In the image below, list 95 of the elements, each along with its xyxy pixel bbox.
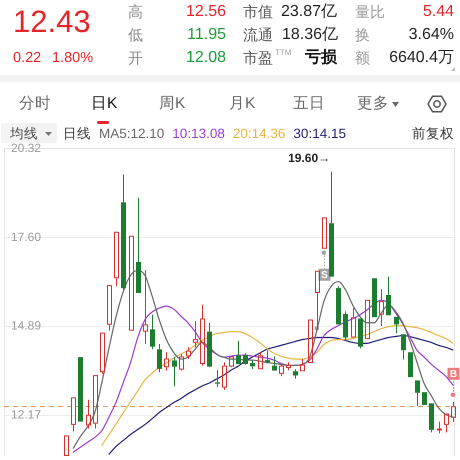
data-label: S bbox=[321, 270, 328, 281]
point bbox=[322, 250, 326, 255]
text: 5.44 bbox=[422, 3, 454, 20]
text: 均线 bbox=[10, 126, 38, 142]
text: 日线 bbox=[63, 126, 91, 142]
text: 高 bbox=[128, 4, 143, 20]
candlestick bbox=[343, 310, 348, 341]
text: 10:13.08 bbox=[172, 126, 225, 142]
candlestick bbox=[172, 356, 177, 387]
candlestick bbox=[143, 270, 148, 345]
text: MA5:12.10 bbox=[99, 126, 164, 142]
candlestick bbox=[401, 334, 406, 360]
candlestick bbox=[121, 174, 126, 291]
candlestick bbox=[386, 276, 391, 316]
candlestick bbox=[437, 421, 442, 434]
candlestick bbox=[372, 278, 377, 318]
text: 换 bbox=[355, 26, 370, 44]
text: 3.64% bbox=[408, 26, 454, 43]
candlestick bbox=[179, 354, 184, 372]
candlestick bbox=[222, 362, 227, 390]
text: 亏损 bbox=[305, 49, 337, 66]
candlestick bbox=[193, 320, 198, 348]
text: 1.80% bbox=[52, 50, 94, 66]
candlestick bbox=[250, 360, 255, 370]
candlestick bbox=[444, 413, 449, 433]
candlestick bbox=[243, 352, 248, 364]
candlestick bbox=[136, 197, 141, 293]
text: 开 bbox=[128, 50, 143, 66]
candlestick bbox=[351, 308, 356, 338]
candlestick bbox=[451, 401, 456, 422]
candlestick bbox=[265, 350, 270, 364]
text: 12.08 bbox=[186, 49, 226, 66]
data-label: B bbox=[450, 369, 458, 380]
candlestick bbox=[365, 300, 370, 340]
text: 市盈$^{TTM}$ bbox=[243, 48, 292, 66]
candlestick bbox=[308, 320, 313, 364]
text: 额 bbox=[355, 50, 370, 66]
candlestick bbox=[422, 392, 427, 405]
text: 6640.4万 bbox=[389, 49, 454, 66]
candlestick bbox=[279, 362, 284, 377]
text: 量比 bbox=[355, 4, 385, 20]
text: 更多 bbox=[357, 95, 389, 112]
text: 12.43 bbox=[13, 4, 91, 38]
candlestick bbox=[107, 285, 112, 332]
text: 分时 bbox=[19, 95, 51, 112]
candlestick bbox=[93, 375, 98, 430]
text: 0.22 bbox=[13, 50, 42, 66]
candlestick bbox=[358, 318, 363, 349]
candlestick bbox=[100, 332, 105, 375]
candlestick bbox=[164, 352, 169, 372]
candlestick bbox=[329, 171, 334, 277]
candlestick bbox=[379, 288, 384, 327]
candlestick bbox=[78, 357, 83, 422]
text: 五日 bbox=[293, 95, 325, 112]
candlestick bbox=[429, 403, 434, 433]
candlestick bbox=[186, 346, 191, 360]
text: 周K bbox=[159, 95, 186, 112]
text: 12.56 bbox=[186, 3, 226, 20]
candlestick bbox=[86, 399, 91, 430]
candlestick bbox=[129, 236, 134, 331]
text: 23.87亿 bbox=[281, 3, 338, 20]
candlestick bbox=[200, 304, 205, 366]
candlestick bbox=[394, 316, 399, 334]
text: 低 bbox=[128, 26, 143, 44]
y-tick-label: 14.89 bbox=[11, 318, 42, 333]
candlestick bbox=[114, 232, 119, 287]
candlestick bbox=[408, 352, 413, 378]
y-tick-label: 20.32 bbox=[11, 140, 42, 155]
text: 19.60→ bbox=[288, 150, 330, 165]
candlestick bbox=[293, 368, 298, 380]
text: 20:14.36 bbox=[232, 126, 286, 142]
text: 日K bbox=[91, 95, 118, 112]
text: 11.95 bbox=[187, 26, 226, 43]
candlestick bbox=[300, 358, 305, 372]
candlestick bbox=[207, 322, 212, 367]
candlestick bbox=[272, 356, 277, 371]
y-tick-label: 17.60 bbox=[11, 230, 42, 244]
text: 月K bbox=[229, 95, 256, 112]
point bbox=[450, 392, 455, 397]
candlestick bbox=[150, 314, 155, 350]
candlestick bbox=[71, 397, 76, 432]
candlestick bbox=[64, 435, 69, 456]
candlestick bbox=[236, 340, 241, 364]
candlestick bbox=[258, 352, 263, 370]
text: 30:14.15 bbox=[293, 126, 346, 142]
text: 前复权 bbox=[412, 126, 454, 142]
candlestick bbox=[157, 344, 162, 373]
candlestick bbox=[322, 217, 327, 249]
candlestick bbox=[415, 380, 420, 406]
candlestick bbox=[229, 355, 234, 367]
y-tick-label: 12.17 bbox=[11, 408, 42, 422]
text: 市值 bbox=[243, 4, 273, 20]
candlestick bbox=[336, 286, 341, 324]
text: 18.36亿 bbox=[282, 26, 338, 43]
text: 流通 bbox=[243, 26, 273, 44]
